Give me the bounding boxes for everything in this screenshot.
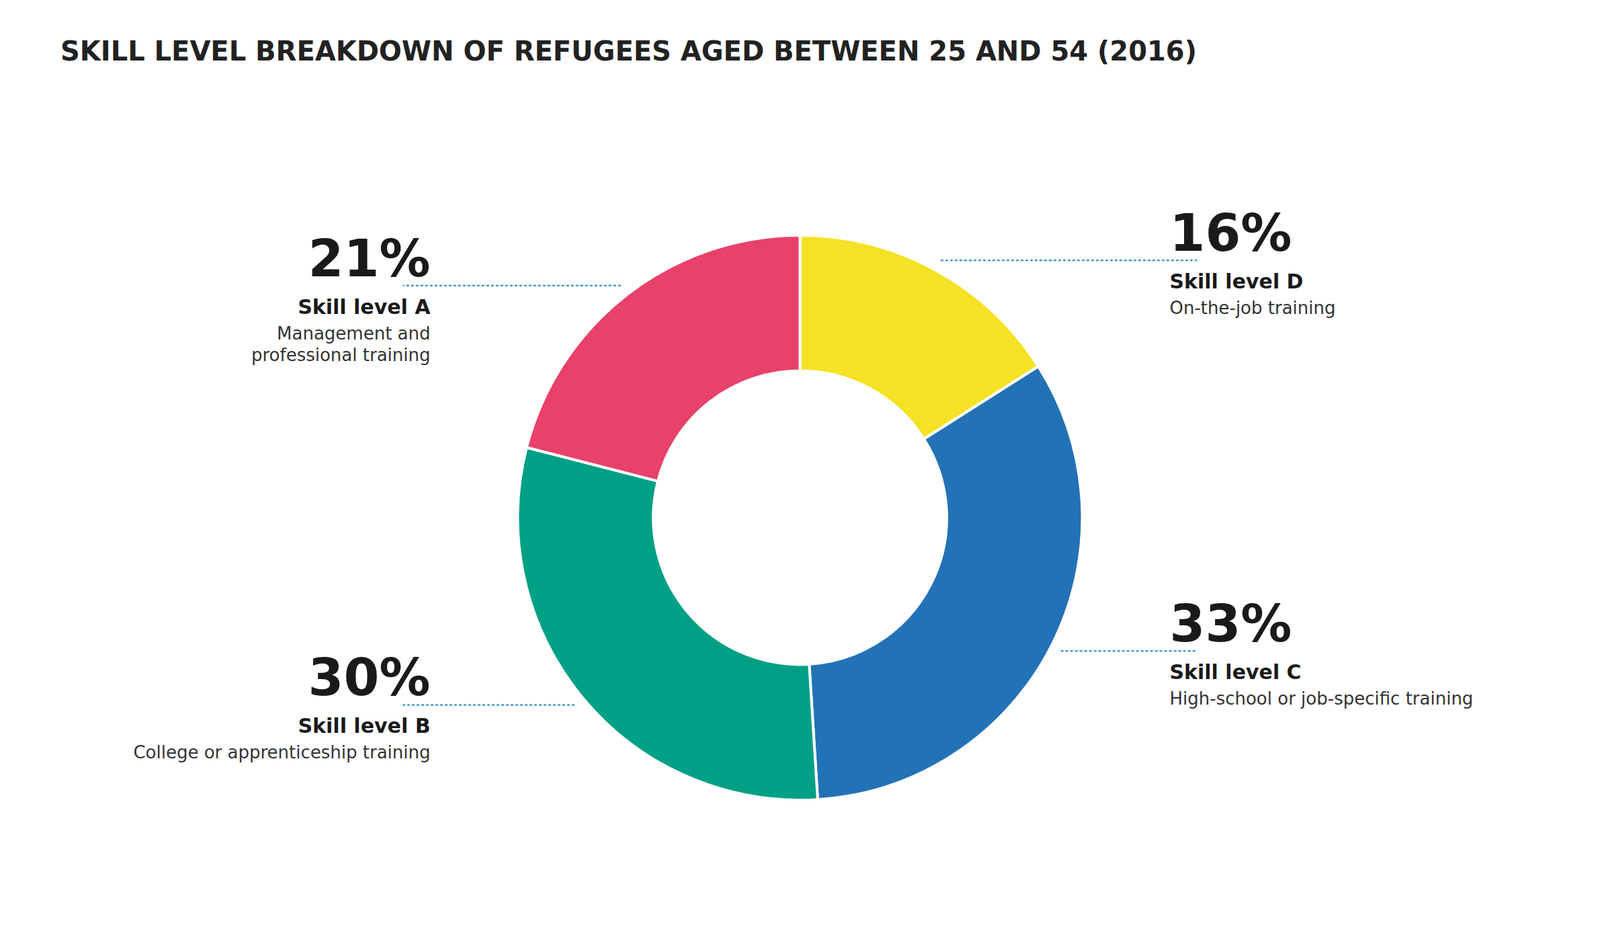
category-label: Skill level C (1169, 659, 1302, 684)
labels: 16% Skill level D On-the-job training 33% Sk… (133, 202, 1473, 763)
chart: SKILL LEVEL BREAKDOWN OF REFUGEES AGED B… (0, 0, 1600, 948)
value-label: 21% (308, 228, 431, 289)
title: SKILL LEVEL BREAKDOWN OF REFUGEES AGED B… (60, 35, 1197, 67)
wedge (809, 366, 1082, 799)
annotation-line: College or apprenticeship training (133, 741, 431, 763)
annotation: High-school or job-specific training (1169, 688, 1474, 709)
annotation: On-the-job training (1169, 297, 1336, 318)
annotation-line: professional training (251, 344, 431, 365)
annotation-line: Management and (276, 323, 431, 344)
annotation: College or apprenticeship training (133, 741, 431, 763)
donut (517, 235, 1082, 800)
leader-line (941, 259, 1197, 262)
value-label: 33% (1169, 593, 1293, 654)
wedge (526, 235, 801, 482)
annotation-line: High-school or job-specific training (1169, 688, 1474, 709)
wedge (517, 447, 818, 800)
category-label: Skill level A (297, 295, 431, 319)
annotation: Management andprofessional training (251, 323, 431, 365)
category-label: Skill level D (1169, 269, 1304, 293)
category-label: Skill level B (298, 713, 431, 738)
leader-line (403, 284, 621, 287)
value-label: 16% (1169, 202, 1293, 263)
annotation-line: On-the-job training (1169, 297, 1336, 318)
value-label: 30% (308, 647, 431, 707)
